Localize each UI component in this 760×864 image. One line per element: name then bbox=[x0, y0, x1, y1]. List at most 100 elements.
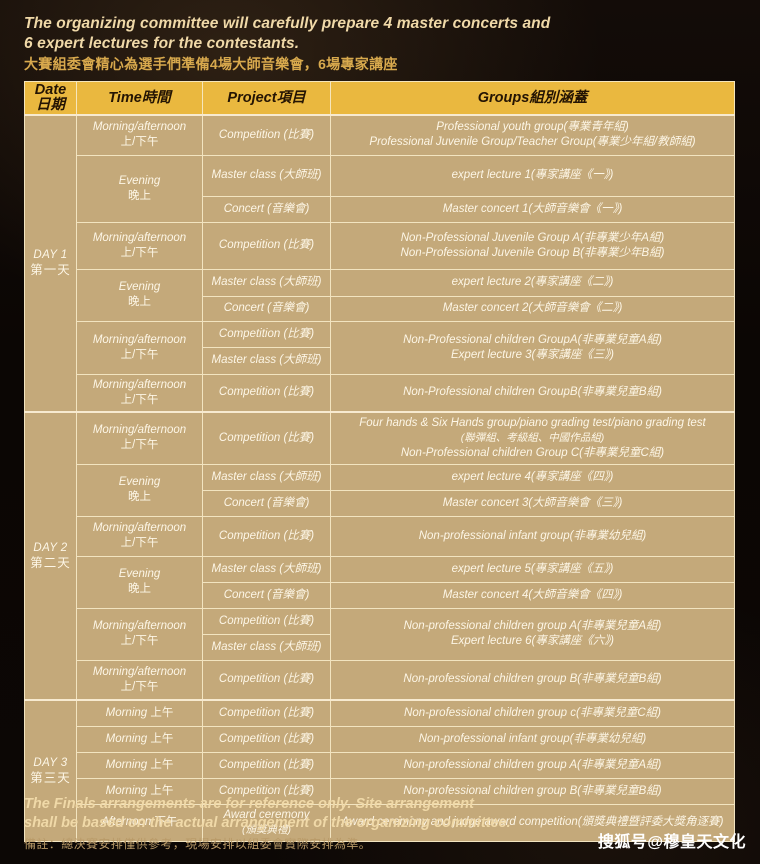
table-row: Evening 晚上 Master class (大師班) expert lectur… bbox=[25, 154, 735, 223]
groups-cell: Non-professional children group B(非專業兒童B… bbox=[330, 659, 735, 701]
project-label: Master class (大師班) bbox=[211, 562, 322, 575]
group-line-1: Professional youth group(專業青年組) bbox=[436, 121, 629, 134]
project-label: Competition (比賽) bbox=[218, 529, 315, 542]
time-cell: Morning 上午 bbox=[76, 751, 203, 779]
table-row: Master class (大師班) bbox=[25, 633, 735, 661]
project-cell: Competition (比賽) bbox=[202, 515, 331, 557]
time-label-en: Morning/afternoon bbox=[92, 121, 187, 134]
time-label-en: Afternoon bbox=[101, 816, 155, 828]
table-body: DAY 1 第一天 Morning/afternoon 上/下午 Competition… bbox=[24, 114, 735, 842]
project-label: Competition (比賽) bbox=[218, 784, 315, 797]
groups-cell: Non-Professional Juvenile Group A(非專業少年A… bbox=[330, 221, 735, 270]
project-cell: Competition (比賽) bbox=[202, 221, 331, 270]
group-line-2: Expert lecture 6(專家講座《六》) bbox=[451, 635, 614, 647]
project-label: Competition (比賽) bbox=[218, 732, 315, 745]
time-label-zh: 上/下午 bbox=[120, 439, 159, 451]
time-cell: Morning/afternoon 上/下午 bbox=[76, 320, 203, 375]
time-label-zh: 上午 bbox=[150, 784, 174, 797]
group-line-1: Non-Professional children GroupA(非專業兒童A組… bbox=[403, 333, 662, 346]
time-label-zh: 晚上 bbox=[128, 491, 151, 503]
groups-cell: Non-professional infant group(非專業幼兒組) bbox=[330, 725, 735, 753]
table-row: Evening 晚上 Master class (大師班) expert lectur… bbox=[25, 555, 735, 609]
column-header-project: Project項目 bbox=[202, 81, 331, 116]
group-line-1: Non-professional children group B(非專業兒童B… bbox=[403, 784, 662, 797]
group-line-1: Master concert 1(大師音樂會《一》) bbox=[442, 202, 623, 215]
groups-cell: Master concert 1(大師音樂會《一》) bbox=[330, 195, 735, 223]
group-line-1: Master concert 4(大師音樂會《四》) bbox=[442, 588, 623, 601]
time-label-zh: 上/下午 bbox=[120, 537, 159, 549]
group-line-1: expert lecture 5(專家講座《五》) bbox=[451, 562, 614, 575]
poster-heading: The organizing committee will carefully … bbox=[24, 14, 724, 74]
table-row: Morning/afternoon 上/下午 Competition (比賽) Non… bbox=[25, 221, 735, 270]
table-row: Morning/afternoon 上/下午 Competition (比賽) Non… bbox=[25, 607, 735, 661]
project-cell: Master class (大師班) bbox=[202, 346, 331, 375]
project-cell: Master class (大師班) bbox=[202, 463, 331, 491]
column-header-groups: Groups組別涵蓋 bbox=[330, 81, 735, 116]
table-row: Evening 晚上 Master class (大師班) expert lectur… bbox=[25, 463, 735, 517]
project-label: Concert (音樂會) bbox=[223, 202, 310, 215]
time-label-en: Evening bbox=[118, 281, 161, 293]
project-label: Master class (大師班) bbox=[211, 169, 322, 181]
project-cell: Competition (比賽) bbox=[202, 410, 331, 465]
project-label: Master class (大師班) bbox=[211, 354, 322, 366]
project-cell: Concert (音樂會) bbox=[202, 195, 331, 223]
time-label-zh: 下午 bbox=[154, 816, 178, 828]
group-line-1: Non-Professional Juvenile Group A(非專業少年A… bbox=[400, 231, 665, 244]
time-label-zh: 上/下午 bbox=[120, 136, 159, 149]
project-cell: Master class (大師班) bbox=[202, 633, 331, 661]
time-label-zh: 上/下午 bbox=[120, 393, 159, 406]
table-header-row: Date日期 Time時間 Project項目 Groups組別涵蓋 bbox=[24, 81, 735, 116]
table-row: Afternoon 下午 Award ceremony (頒獎典禮) Award ce… bbox=[25, 803, 735, 842]
day-label-zh: 第二天 bbox=[30, 555, 71, 570]
time-label-zh: 晚上 bbox=[128, 583, 151, 595]
group-line-1: Four hands & Six Hands group/piano gradi… bbox=[359, 416, 706, 429]
time-label-en: Morning bbox=[105, 784, 151, 797]
time-cell: Morning/afternoon 上/下午 bbox=[76, 659, 203, 701]
time-label-zh: 上午 bbox=[150, 706, 174, 719]
time-label-zh: 晚上 bbox=[128, 189, 151, 202]
table-row: Morning/afternoon 上/下午 Competition (比賽) Non… bbox=[25, 373, 735, 412]
day-label-en: DAY 1 bbox=[33, 249, 68, 262]
group-line-1: expert lecture 1(專家講座《一》) bbox=[451, 169, 614, 181]
table-row: Concert (音樂會) Master concert 2(大師音樂會《二》) bbox=[25, 295, 735, 322]
project-label: Competition (比賽) bbox=[218, 614, 315, 627]
project-label: Concert (音樂會) bbox=[223, 302, 310, 314]
project-label: Competition (比賽) bbox=[218, 128, 315, 141]
table-row: Morning/afternoon 上/下午 Competition (比賽) Non… bbox=[25, 659, 735, 701]
groups-cell: expert lecture 5(專家講座《五》) bbox=[330, 555, 735, 583]
group-line-1: Master concert 3(大師音樂會《三》) bbox=[442, 496, 623, 509]
group-line-1: Non-professional children group B(非專業兒童B… bbox=[403, 673, 662, 686]
group-line-1: Non-professional children group c(非專業兒童C… bbox=[404, 706, 661, 719]
table-row: Morning/afternoon 上/下午 Competition (比賽) Non… bbox=[25, 515, 735, 557]
time-cell: Morning/afternoon 上/下午 bbox=[76, 410, 203, 465]
group-line-1: Non-professional infant group(非專業幼兒組) bbox=[418, 529, 647, 542]
time-cell: Evening 晚上 bbox=[76, 268, 203, 322]
groups-cell: Master concert 2(大師音樂會《二》) bbox=[330, 295, 735, 322]
group-line-2: Expert lecture 3(專家講座《三》) bbox=[451, 348, 614, 361]
groups-cell: Non-Professional children GroupB(非專業兒童B組… bbox=[330, 373, 735, 412]
project-sublabel: (頒獎典禮) bbox=[242, 823, 291, 836]
day-label-en: DAY 2 bbox=[33, 541, 68, 554]
group-line-2: Non-Professional Juvenile Group B(非專業少年B… bbox=[400, 246, 665, 259]
time-label-zh: 上/下午 bbox=[120, 246, 159, 259]
project-cell: Concert (音樂會) bbox=[202, 295, 331, 322]
project-label: Master class (大師班) bbox=[211, 276, 322, 288]
table-row: Morning 上午 Competition (比賽) Non-profession… bbox=[25, 777, 735, 805]
group-line-2: Non-Professional children Group C(非專業兒童C… bbox=[400, 446, 665, 459]
time-cell: Morning 上午 bbox=[76, 699, 203, 727]
time-label-en: Morning bbox=[105, 732, 151, 745]
schedule-table: Date日期 Time時間 Project項目 Groups組別涵蓋 DAY 1… bbox=[24, 81, 735, 842]
column-header-date: Date日期 bbox=[24, 81, 77, 116]
table-row: Concert (音樂會) Master concert 3(大師音樂會《三》) bbox=[25, 489, 735, 517]
table-row: DAY 1 第一天 Morning/afternoon 上/下午 Competition… bbox=[24, 114, 735, 412]
groups-cell: Professional youth group(專業青年組) Professio… bbox=[330, 114, 735, 156]
project-cell: Competition (比賽) bbox=[202, 751, 331, 779]
project-label: Master class (大師班) bbox=[211, 640, 322, 653]
time-label-en: Evening bbox=[118, 568, 161, 580]
day-label-en: DAY 3 bbox=[33, 756, 68, 769]
groups-cell: Non-professional children group c(非專業兒童C… bbox=[330, 699, 735, 727]
project-label: Competition (比賽) bbox=[218, 239, 315, 251]
project-cell: Competition (比賽) bbox=[202, 373, 331, 412]
time-label-en: Morning/afternoon bbox=[92, 522, 187, 534]
heading-english: The organizing committee will carefully … bbox=[24, 15, 551, 52]
